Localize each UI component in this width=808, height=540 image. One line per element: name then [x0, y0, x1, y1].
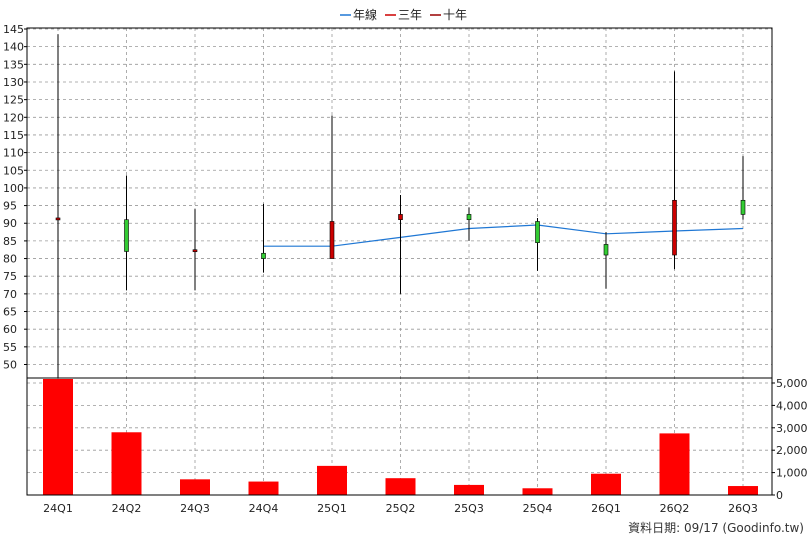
price-tick-label: 110 [3, 147, 24, 160]
volume-bar [43, 379, 73, 495]
data-date-footer: 資料日期: 09/17 (Goodinfo.tw) [628, 521, 804, 535]
price-axis-ticks: 50 55 60 65 70 75 80 85 90 95 100 105 110 115 120 125 13… [3, 23, 27, 372]
x-tick-label: 26Q1 [591, 502, 621, 515]
volume-bar [454, 484, 484, 495]
x-tick-label: 24Q2 [112, 502, 142, 515]
price-tick-label: 145 [3, 23, 24, 36]
volume-bar [522, 488, 553, 495]
volume-gridlines [27, 382, 772, 474]
price-panel-frame [26, 27, 773, 379]
candle-body [740, 199, 746, 215]
legend-ten-year-label: 十年 [443, 8, 467, 22]
price-tick-label: 100 [3, 182, 24, 195]
candlestick [192, 209, 198, 291]
candle-body [535, 221, 540, 243]
legend: 年線 三年 十年 [340, 7, 467, 22]
volume-panel-frame [26, 377, 773, 496]
candle-body [398, 214, 403, 221]
price-tick-label: 55 [3, 341, 17, 354]
candle-body [672, 199, 677, 256]
x-tick-label: 25Q3 [454, 502, 484, 515]
price-tick-label: 85 [3, 235, 17, 248]
price-tick-label: 105 [3, 164, 24, 177]
price-tick-label: 70 [3, 288, 17, 301]
volume-bar [591, 473, 621, 495]
x-tick-label: 26Q2 [660, 502, 690, 515]
price-tick-label: 95 [3, 200, 17, 213]
candlestick [55, 34, 61, 378]
price-tick-label: 125 [3, 94, 24, 107]
volume-bar [659, 433, 690, 495]
volume-bar [111, 432, 142, 495]
x-tick-label: 25Q1 [317, 502, 347, 515]
price-tick-label: 75 [3, 270, 17, 283]
price-tick-label: 60 [3, 323, 17, 336]
candle-body [55, 217, 61, 221]
price-tick-label: 90 [3, 217, 17, 230]
volume-tick-label: 3,000 [776, 422, 808, 435]
x-tick-label: 24Q1 [43, 502, 73, 515]
x-tick-label: 25Q2 [386, 502, 416, 515]
candlestick [329, 115, 335, 259]
price-tick-label: 50 [3, 359, 17, 372]
candlestick [672, 71, 677, 270]
candlestick [124, 175, 129, 291]
x-tick-label: 26Q3 [728, 502, 758, 515]
legend-three-year-label: 三年 [398, 8, 422, 22]
candle-body [124, 219, 129, 252]
price-gridlines [27, 28, 772, 365]
candlestick [261, 203, 266, 273]
volume-bar [180, 479, 210, 495]
candlesticks [55, 34, 746, 378]
volume-tick-label: 2,000 [776, 444, 808, 457]
volume-tick-label: 0 [776, 489, 783, 502]
volume-bars [43, 379, 758, 495]
annual-line-series [263, 224, 744, 247]
volume-tick-label: 1,000 [776, 467, 808, 480]
candle-body [329, 221, 335, 259]
price-tick-label: 65 [3, 306, 17, 319]
candlestick [740, 156, 746, 220]
x-tick-label: 24Q4 [249, 502, 279, 515]
x-axis-ticks: 24Q1 24Q2 24Q3 24Q4 25Q1 25Q2 25Q3 25Q4 26Q1 26Q2… [43, 502, 758, 515]
candle-body [466, 214, 472, 221]
x-tick-label: 25Q4 [523, 502, 553, 515]
price-tick-label: 80 [3, 253, 17, 266]
legend-annual-label: 年線 [353, 7, 377, 22]
volume-bar [385, 478, 416, 495]
candle-body [261, 252, 266, 259]
volume-axis-ticks: 0 1,000 2,000 3,000 4,000 5,000 [772, 377, 808, 502]
volume-tick-label: 5,000 [776, 377, 808, 390]
price-tick-label: 115 [3, 129, 24, 142]
annual-line [263, 224, 744, 247]
volume-bar [317, 465, 347, 495]
candlestick [603, 232, 609, 289]
candlestick [466, 207, 472, 241]
candlestick [398, 194, 403, 294]
volume-tick-label: 4,000 [776, 399, 808, 412]
price-tick-label: 135 [3, 58, 24, 71]
volume-bar [728, 486, 758, 495]
volume-bar [248, 481, 279, 495]
candlestick [535, 217, 540, 271]
price-tick-label: 140 [3, 41, 24, 54]
candle-body [603, 244, 609, 256]
x-tick-label: 24Q3 [180, 502, 210, 515]
candle-body [192, 249, 198, 253]
price-tick-label: 120 [3, 111, 24, 124]
price-tick-label: 130 [3, 76, 24, 89]
